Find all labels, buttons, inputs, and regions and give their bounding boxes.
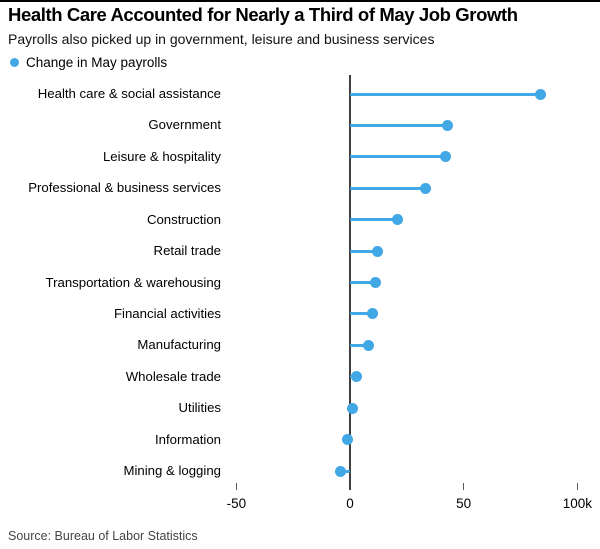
x-tick-mark (462, 483, 465, 490)
lollipop-stick (350, 312, 373, 316)
data-point-dot (351, 371, 363, 383)
data-point-dot (367, 308, 379, 320)
data-point-dot (346, 402, 358, 414)
legend-dot-icon (10, 57, 19, 67)
legend-label: Change in May payrolls (26, 54, 168, 70)
x-tick-label: 0 (346, 496, 354, 511)
source-note: Source: Bureau of Labor Statistics (8, 529, 198, 543)
category-label: Government (148, 117, 221, 133)
data-point-dot (362, 339, 374, 351)
category-label: Leisure & hospitality (102, 148, 221, 164)
category-label: Professional & business services (28, 180, 221, 196)
lollipop-stick (350, 343, 369, 347)
lollipop-stick (350, 186, 426, 190)
chart-title: Health Care Accounted for Nearly a Third… (8, 4, 518, 25)
category-label: Retail trade (153, 243, 221, 259)
data-point-dot (371, 245, 383, 257)
top-rule (0, 0, 600, 2)
data-point-dot (342, 434, 354, 446)
category-label: Health care & social assistance (37, 86, 221, 101)
chart-subtitle: Payrolls also picked up in government, l… (8, 31, 435, 47)
category-label: Construction (146, 211, 221, 227)
data-point-dot (419, 182, 431, 194)
lollipop-stick (350, 218, 398, 222)
category-label: Utilities (178, 400, 222, 416)
category-label: Wholesale trade (125, 368, 221, 384)
lollipop-stick (350, 123, 448, 127)
category-label: Manufacturing (137, 337, 221, 353)
x-tick-label: 100k (562, 496, 592, 511)
lollipop-stick (350, 281, 375, 284)
x-tick-mark (235, 483, 238, 490)
category-label: Financial activities (113, 305, 221, 321)
category-label: Mining & logging (123, 463, 221, 478)
x-tick-label: -50 (226, 496, 247, 511)
category-label: Information (155, 431, 221, 447)
lollipop-stick (350, 249, 378, 253)
data-point-dot (369, 277, 381, 288)
data-point-dot (535, 88, 547, 100)
data-point-dot (439, 151, 451, 163)
data-point-dot (392, 214, 404, 226)
lollipop-stick (350, 92, 541, 96)
category-label: Transportation & warehousing (45, 274, 221, 290)
x-tick-label: 50 (456, 496, 472, 511)
x-tick-mark (576, 483, 579, 490)
lollipop-stick (350, 155, 446, 159)
data-point-dot (335, 465, 347, 477)
legend: Change in May payrolls (10, 54, 167, 70)
data-point-dot (442, 119, 454, 131)
